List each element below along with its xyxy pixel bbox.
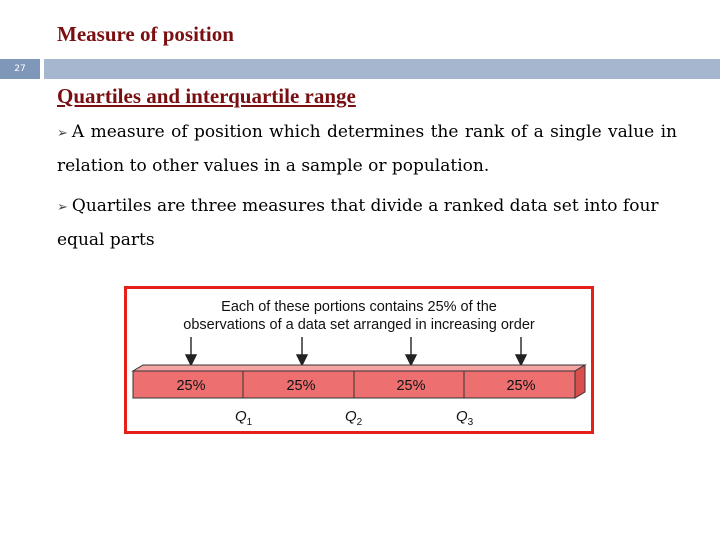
bullet-text: Quartiles are three measures that divide…: [57, 196, 659, 250]
down-arrow-icon: [514, 354, 528, 367]
header-bar: [44, 59, 720, 79]
down-arrow-icon: [295, 354, 309, 367]
down-arrow-icon: [184, 354, 198, 367]
arrow-bullet-icon: ➢: [57, 200, 68, 215]
bullet-text: A measure of position which determines t…: [57, 122, 677, 176]
arrow-bullet-icon: ➢: [57, 126, 68, 141]
down-arrow-icon: [404, 354, 418, 367]
bar-segment: [463, 370, 576, 399]
bar-segment: [132, 370, 244, 399]
segment-label: 25%: [176, 378, 205, 394]
segment-label: 25%: [396, 378, 425, 394]
bar-side-face: [574, 364, 586, 399]
bar-top-face: [131, 364, 587, 372]
caption-line-2: observations of a data set arranged in i…: [183, 317, 535, 333]
quartile-label-q1: Q1: [235, 408, 253, 428]
segment-label: 25%: [286, 378, 315, 394]
caption-line-1: Each of these portions contains 25% of t…: [221, 299, 497, 315]
quartile-figure: Each of these portions contains 25% of t…: [124, 286, 594, 434]
slide-number: 27: [0, 59, 40, 79]
quartile-label-q3: Q3: [456, 408, 474, 428]
bar-segment: [242, 370, 355, 399]
bar-segment: [353, 370, 465, 399]
bullet-item: ➢ Quartiles are three measures that divid…: [57, 190, 677, 256]
quartile-diagram: Each of these portions contains 25% of t…: [131, 299, 587, 428]
section-heading: Quartiles and interquartile range: [57, 84, 356, 108]
quartile-label-q2: Q2: [345, 408, 363, 428]
slide-title: Measure of position: [57, 22, 234, 46]
bullet-item: ➢ A measure of position which determines …: [57, 116, 677, 182]
segment-label: 25%: [506, 378, 535, 394]
